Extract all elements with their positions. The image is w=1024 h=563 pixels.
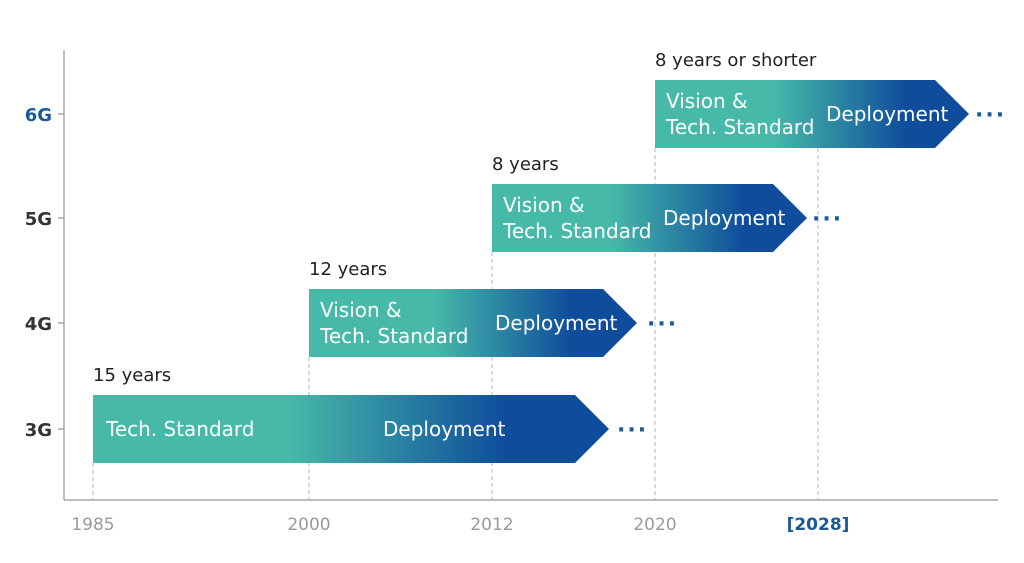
arrow-bar-6g	[655, 80, 969, 148]
arrow-bar-4g	[309, 289, 637, 357]
year-label-2012: 2012	[470, 515, 513, 535]
generation-label-4g: 4G	[25, 314, 52, 335]
arrow-bar-3g	[93, 395, 609, 463]
phase2-label-4g: Deployment	[495, 311, 617, 335]
generation-label-5g: 5G	[25, 209, 52, 230]
phase1-label-4g-line2: Tech. Standard	[319, 324, 469, 348]
generation-label-3g: 3G	[25, 420, 52, 441]
phase1-label-5g-line1: Vision &	[503, 193, 585, 217]
phase1-label-6g-line1: Vision &	[666, 89, 748, 113]
continuation-dots-6g: ···	[975, 103, 1006, 128]
continuation-dots-4g: ···	[647, 312, 678, 337]
arrow-bar-5g	[492, 184, 807, 252]
year-label-1985: 1985	[71, 515, 114, 535]
duration-label-6g: 8 years or shorter	[655, 50, 817, 71]
phase1-label-4g-line1: Vision &	[320, 298, 402, 322]
phase2-label-5g: Deployment	[663, 206, 785, 230]
phase1-label-6g-line2: Tech. Standard	[665, 115, 815, 139]
duration-label-4g: 12 years	[309, 259, 387, 280]
phase2-label-6g: Deployment	[826, 102, 948, 126]
year-label-2020: 2020	[633, 515, 676, 535]
generation-label-6g: 6G	[25, 105, 52, 126]
continuation-dots-5g: ···	[812, 207, 843, 232]
year-label-2000: 2000	[287, 515, 330, 535]
phase1-label-3g: Tech. Standard	[105, 417, 255, 441]
year-label-2028: [2028]	[787, 515, 850, 535]
continuation-dots-3g: ···	[617, 418, 648, 443]
duration-label-5g: 8 years	[492, 154, 559, 175]
phase1-label-5g-line2: Tech. Standard	[502, 219, 652, 243]
phase2-label-3g: Deployment	[383, 417, 505, 441]
duration-label-3g: 15 years	[93, 365, 171, 386]
